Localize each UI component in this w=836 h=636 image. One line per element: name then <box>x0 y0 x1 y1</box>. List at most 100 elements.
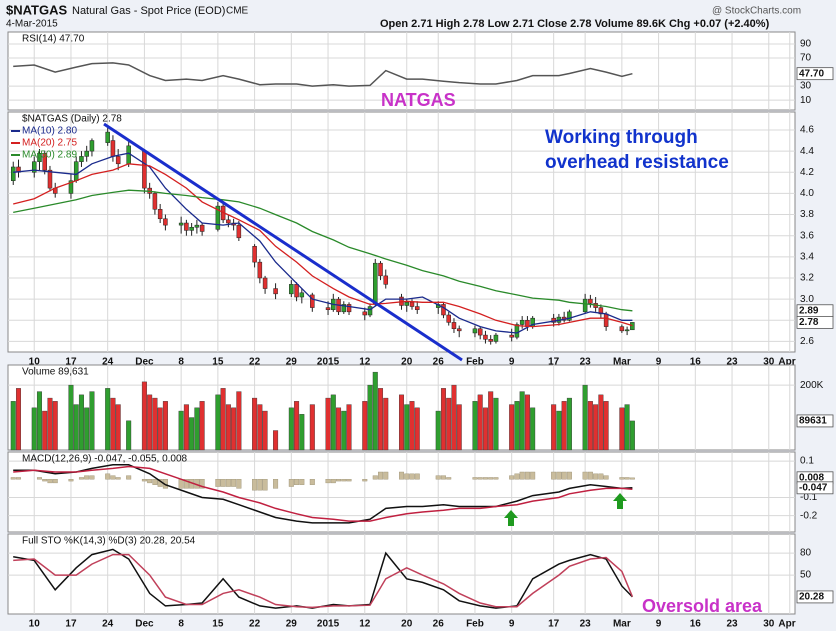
value-tag-label: 2.89 <box>799 305 819 316</box>
histogram-bar <box>341 479 347 482</box>
histogram-bar <box>362 479 368 482</box>
histogram-bar <box>399 471 405 480</box>
candle-body <box>184 222 189 231</box>
x-tick-label: Dec <box>135 357 154 368</box>
candle-body <box>10 166 16 181</box>
volume-bar <box>346 404 352 451</box>
x-tick-label: 15 <box>212 619 224 630</box>
histogram-bar <box>236 479 242 489</box>
volume-bar <box>231 407 237 451</box>
volume-bar <box>409 401 415 451</box>
volume-bar <box>325 397 331 451</box>
histogram-bar <box>530 471 536 480</box>
histogram-bar <box>624 477 630 480</box>
y-tick-label: 90 <box>800 39 812 50</box>
x-tick-label: Apr <box>778 357 795 368</box>
volume-bar <box>115 404 121 451</box>
histogram-bar <box>147 479 153 484</box>
candle-body <box>226 219 231 224</box>
histogram-bar <box>42 479 48 482</box>
volume-bar <box>47 397 53 451</box>
volume-bar <box>68 384 74 451</box>
candle-body <box>310 294 315 308</box>
candle-body <box>215 205 221 230</box>
volume-bar <box>477 394 483 451</box>
histogram-bar <box>524 471 530 480</box>
volume-bar <box>598 394 604 451</box>
volume-bar <box>530 407 536 451</box>
ticker: $NATGAS <box>6 2 67 17</box>
y-tick-label: 80 <box>800 548 812 559</box>
value-tag <box>796 67 834 81</box>
volume-bar <box>556 410 562 451</box>
candle-body <box>519 320 525 325</box>
histogram-bar <box>472 477 478 480</box>
candle-body <box>488 339 493 342</box>
histogram-bar <box>220 479 226 487</box>
histogram-bar <box>482 477 488 480</box>
volume-bar <box>199 401 205 451</box>
histogram-bar <box>372 475 378 480</box>
volume-bar <box>141 381 147 451</box>
arrow <box>613 493 627 509</box>
y-tick-label: 4.0 <box>800 188 814 199</box>
y-tick-label: 3.4 <box>800 251 814 262</box>
volume-bar <box>472 401 478 451</box>
histogram-bar <box>152 479 158 485</box>
y-tick-label: -0.1 <box>800 492 818 503</box>
y-tick-label: 0.1 <box>800 456 814 467</box>
y-tick-label: 4.4 <box>800 146 814 157</box>
value-tag-label: -0.047 <box>799 482 828 493</box>
volume-bar <box>488 391 494 451</box>
volume-bar <box>367 384 373 451</box>
panel-label: Full STO %K(14,3) %D(3) 20.28, 20.54 <box>22 536 196 547</box>
candle-body <box>472 328 478 334</box>
volume-bar <box>440 388 446 451</box>
volume-bar <box>482 407 488 451</box>
candle-body <box>373 262 378 305</box>
candle-body <box>341 304 347 313</box>
candle-body <box>446 314 451 323</box>
histogram-bar <box>273 479 279 489</box>
volume-bar <box>336 407 342 451</box>
histogram-bar <box>262 479 268 491</box>
candle-body <box>299 292 305 298</box>
histogram-bar <box>346 479 352 482</box>
candle-body <box>262 277 268 289</box>
volume-bar <box>399 394 405 451</box>
volume-bar <box>378 388 384 451</box>
volume-bar <box>341 410 347 451</box>
x-tick-label: 17 <box>548 619 560 630</box>
credit: @ StockCharts.com <box>712 6 801 17</box>
y-tick-label: 3.0 <box>800 294 814 305</box>
y-tick-label: 3.8 <box>800 209 814 220</box>
histogram-bar <box>414 473 420 480</box>
histogram-bar <box>36 477 42 480</box>
value-tag-label: 47.70 <box>799 68 824 79</box>
series-line <box>13 189 633 312</box>
candle-body <box>456 328 462 332</box>
date: 4-Mar-2015 <box>6 19 58 30</box>
candle-body <box>189 226 194 231</box>
x-tick-label: 9 <box>656 619 662 630</box>
x-tick-label: 29 <box>286 357 298 368</box>
panel-label: MACD(12,26,9) -0.047, -0.055, 0.008 <box>22 454 188 465</box>
x-tick-label: 9 <box>509 357 515 368</box>
candle-body <box>142 150 147 189</box>
x-tick-label: Mar <box>613 619 631 630</box>
y-tick-label: 70 <box>800 53 812 64</box>
volume-bar <box>372 371 378 451</box>
x-tick-label: 12 <box>359 619 371 630</box>
series-line <box>13 152 633 334</box>
x-tick-label: 30 <box>763 619 775 630</box>
volume-bar <box>194 407 200 451</box>
histogram-bar <box>294 479 300 485</box>
candle-body <box>483 334 488 340</box>
candle-body <box>110 140 116 157</box>
histogram-bar <box>52 479 58 484</box>
volume-bar <box>514 401 520 451</box>
histogram-bar <box>409 473 415 480</box>
candle-body <box>89 140 95 152</box>
histogram-bar <box>68 479 74 482</box>
